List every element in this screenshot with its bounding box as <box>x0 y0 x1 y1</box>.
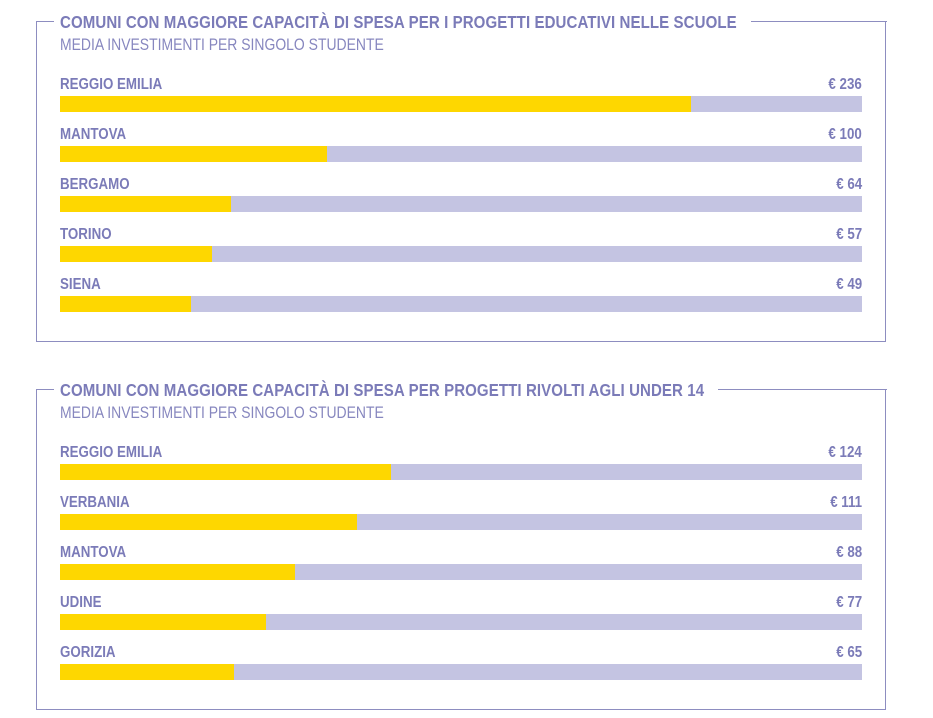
frame-line <box>35 389 54 390</box>
bar-track <box>60 96 862 112</box>
bar-list: REGGIO EMILIA € 124 VERBANIA € 111 MANTOVA € … <box>60 444 862 694</box>
bar-value-label: € 124 <box>828 444 862 461</box>
bar-track <box>60 664 862 680</box>
frame-line <box>750 21 887 22</box>
bar-label: BERGAMO <box>60 176 130 193</box>
frame-line <box>718 389 887 390</box>
bar-row: REGGIO EMILIA € 124 <box>60 444 862 494</box>
bar-row: VERBANIA € 111 <box>60 494 862 544</box>
bar-label: GORIZIA <box>60 644 116 661</box>
bar-label: SIENA <box>60 276 101 293</box>
bar-value-label: € 100 <box>828 126 862 143</box>
bar-label: REGGIO EMILIA <box>60 76 163 93</box>
bar-row: MANTOVA € 88 <box>60 544 862 594</box>
bar-label: VERBANIA <box>60 494 130 511</box>
bar-label: TORINO <box>60 226 112 243</box>
bar-fill <box>60 246 213 262</box>
bar-label: MANTOVA <box>60 126 127 143</box>
bar-label: REGGIO EMILIA <box>60 444 163 461</box>
bar-track <box>60 514 862 530</box>
bar-label: MANTOVA <box>60 544 127 561</box>
bar-track <box>60 146 862 162</box>
bar-track <box>60 564 862 580</box>
bar-fill <box>60 564 296 580</box>
bar-fill <box>60 196 232 212</box>
bar-track <box>60 464 862 480</box>
bar-row: SIENA € 49 <box>60 276 862 326</box>
bar-fill <box>60 514 357 530</box>
bar-row: BERGAMO € 64 <box>60 176 862 226</box>
chart-subtitle: MEDIA INVESTIMENTI PER SINGOLO STUDENTE <box>60 35 384 54</box>
bar-fill <box>60 296 191 312</box>
bar-track <box>60 614 862 630</box>
bar-row: GORIZIA € 65 <box>60 644 862 694</box>
bar-track <box>60 246 862 262</box>
bar-value-label: € 64 <box>836 176 862 193</box>
frame-line <box>35 21 54 22</box>
chart-panel-1: COMUNI CON MAGGIORE CAPACITÀ DI SPESA PE… <box>35 12 887 342</box>
bar-fill <box>60 614 266 630</box>
bar-list: REGGIO EMILIA € 236 MANTOVA € 100 BERGAMO € 6… <box>60 76 862 326</box>
bar-row: TORINO € 57 <box>60 226 862 276</box>
bar-value-label: € 65 <box>836 644 862 661</box>
chart-title: COMUNI CON MAGGIORE CAPACITÀ DI SPESA PE… <box>60 380 712 401</box>
bar-fill <box>60 146 328 162</box>
bar-value-label: € 88 <box>836 544 862 561</box>
bar-fill <box>60 96 691 112</box>
bar-fill <box>60 464 392 480</box>
bar-row: UDINE € 77 <box>60 594 862 644</box>
bar-value-label: € 77 <box>836 594 862 611</box>
bar-value-label: € 236 <box>828 76 862 93</box>
bar-track <box>60 196 862 212</box>
chart-panel-2: COMUNI CON MAGGIORE CAPACITÀ DI SPESA PE… <box>35 380 887 710</box>
bar-value-label: € 57 <box>836 226 862 243</box>
bar-row: REGGIO EMILIA € 236 <box>60 76 862 126</box>
bar-row: MANTOVA € 100 <box>60 126 862 176</box>
chart-title: COMUNI CON MAGGIORE CAPACITÀ DI SPESA PE… <box>60 12 744 33</box>
chart-subtitle: MEDIA INVESTIMENTI PER SINGOLO STUDENTE <box>60 403 384 422</box>
bar-fill <box>60 664 234 680</box>
bar-value-label: € 111 <box>830 494 862 511</box>
bar-track <box>60 296 862 312</box>
bar-value-label: € 49 <box>836 276 862 293</box>
bar-label: UDINE <box>60 594 102 611</box>
